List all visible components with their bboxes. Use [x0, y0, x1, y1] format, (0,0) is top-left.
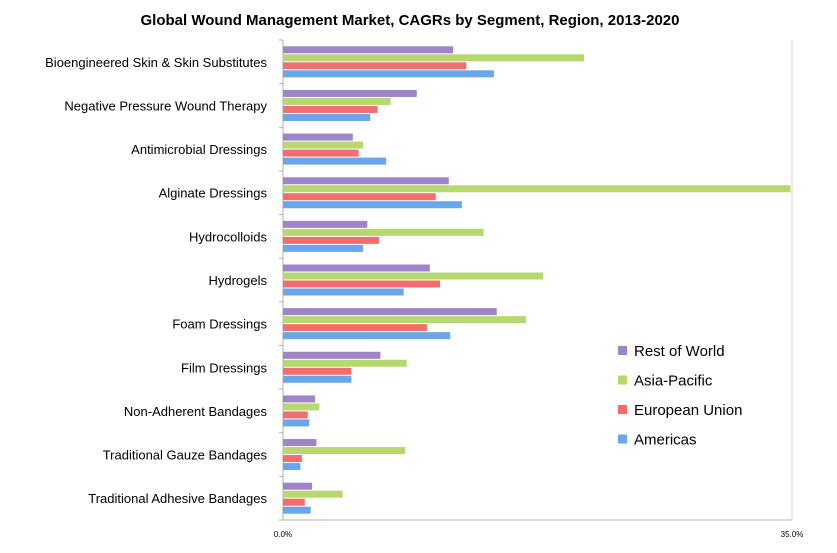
bar-rest-of-world [283, 220, 368, 228]
bar-americas [283, 201, 462, 209]
bar-european-union [283, 62, 467, 70]
bar-rest-of-world [283, 395, 315, 403]
bar-americas [283, 288, 404, 296]
bar-european-union [283, 367, 352, 375]
bar-european-union [283, 105, 378, 113]
category-label: Traditional Adhesive Bandages [88, 491, 267, 506]
bar-asia-pacific [283, 359, 407, 367]
bar-european-union [283, 236, 379, 244]
bar-americas [283, 113, 371, 121]
bar-rest-of-world [283, 46, 454, 54]
bar-asia-pacific [283, 490, 343, 498]
bar-americas [283, 419, 310, 427]
legend-label: Asia-Pacific [634, 373, 713, 390]
bar-asia-pacific [283, 141, 363, 149]
legend-swatch [618, 434, 627, 444]
category-label: Film Dressings [181, 360, 267, 375]
bar-americas [283, 375, 352, 383]
category-label: Bioengineered Skin & Skin Substitutes [45, 55, 267, 70]
bar-european-union [283, 280, 441, 288]
category-label: Hydrogels [208, 273, 267, 288]
category-label: Non-Adherent Bandages [124, 404, 268, 419]
legend-swatch [618, 405, 627, 414]
bar-rest-of-world [283, 482, 313, 490]
legend-label: European Union [634, 402, 742, 419]
bar-americas [283, 506, 311, 514]
bar-americas [283, 332, 451, 340]
bar-rest-of-world [283, 264, 430, 272]
bar-rest-of-world [283, 308, 497, 316]
legend-label: Americas [634, 432, 697, 449]
bar-asia-pacific [283, 228, 484, 236]
category-labels: Bioengineered Skin & Skin Substitutes Neg… [45, 55, 267, 506]
bar-asia-pacific [283, 403, 320, 411]
bar-asia-pacific [283, 272, 544, 280]
bar-european-union [283, 498, 305, 506]
bar-european-union [283, 324, 427, 332]
bar-asia-pacific [283, 54, 585, 62]
bar-asia-pacific [283, 185, 791, 193]
bar-asia-pacific [283, 97, 391, 105]
bar-european-union [283, 455, 302, 463]
bar-european-union [283, 411, 308, 419]
bar-rest-of-world [283, 89, 417, 97]
x-tick-label: 35.0% [781, 530, 804, 539]
category-label: Antimicrobial Dressings [131, 142, 267, 157]
bar-americas [283, 70, 494, 78]
bar-rest-of-world [283, 351, 381, 359]
bar-asia-pacific [283, 447, 406, 455]
category-label: Foam Dressings [172, 317, 267, 332]
category-label: Negative Pressure Wound Therapy [64, 98, 267, 113]
legend-swatch [618, 375, 627, 385]
legend-swatch [618, 346, 627, 355]
bar-rest-of-world [283, 439, 317, 447]
x-tick-label: 0.0% [274, 530, 292, 539]
category-label: Hydrocolloids [189, 229, 268, 244]
bar-rest-of-world [283, 177, 449, 185]
bar-european-union [283, 149, 359, 157]
legend: Rest of World Asia-Pacific European Union A… [618, 343, 742, 449]
chart-title: Global Wound Management Market, CAGRs by… [140, 12, 679, 29]
bar-americas [283, 244, 363, 252]
category-label: Traditional Gauze Bandages [103, 448, 268, 463]
bar-rest-of-world [283, 133, 353, 141]
bar-americas [283, 463, 301, 471]
bar-asia-pacific [283, 316, 526, 324]
category-label: Alginate Dressings [159, 186, 268, 201]
bar-european-union [283, 193, 436, 201]
bar-americas [283, 157, 387, 165]
legend-label: Rest of World [634, 343, 725, 360]
bars [283, 46, 791, 514]
